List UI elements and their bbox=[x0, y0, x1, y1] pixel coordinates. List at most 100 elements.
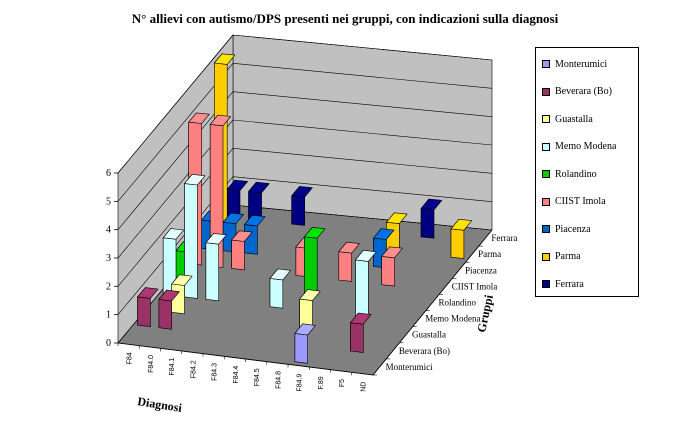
bar-top-face bbox=[231, 230, 253, 242]
bar-top-face bbox=[355, 250, 377, 262]
legend-item: Rolandino bbox=[542, 167, 597, 181]
legend-label: Guastalla bbox=[555, 113, 593, 125]
bar-top-face bbox=[450, 219, 473, 231]
bar-guastalla-f84-8 bbox=[299, 289, 321, 330]
gridline-back bbox=[232, 91, 493, 117]
legend-item: CIIST Imola bbox=[542, 195, 606, 209]
bar-front-face bbox=[381, 256, 395, 287]
y-tick-label: 4 bbox=[106, 225, 111, 236]
bar-front-face bbox=[205, 242, 219, 302]
gridline-back bbox=[232, 63, 493, 89]
bar-top-face bbox=[205, 233, 227, 245]
bar-front-face bbox=[291, 195, 306, 226]
gridline-back bbox=[232, 34, 493, 61]
bar-memo-modena-f84-1 bbox=[205, 233, 227, 302]
z-tick-label: Monterumici bbox=[386, 362, 433, 372]
bar-top-face bbox=[381, 246, 403, 259]
legend-label: Beverara (Bo) bbox=[555, 86, 612, 97]
gridline-back bbox=[232, 148, 493, 174]
legend-item: Beverara (Bo) bbox=[542, 85, 612, 99]
bar-top-face bbox=[304, 227, 326, 239]
bar-parma-nd bbox=[450, 219, 473, 259]
y-tick-label: 2 bbox=[106, 281, 111, 292]
legend-swatch bbox=[542, 170, 550, 178]
y-tick-label: 1 bbox=[106, 310, 111, 321]
x-tick-label: F84.5 bbox=[254, 368, 261, 386]
y-tick-label: 5 bbox=[106, 196, 111, 207]
bar-memo-modena-f84-0 bbox=[184, 174, 206, 299]
x-tick-label: F84.8 bbox=[275, 371, 282, 389]
y-tick-label: 0 bbox=[106, 338, 111, 349]
chart-bars bbox=[137, 53, 473, 364]
y-axis-ticks: 0 1 2 3 4 5 6 bbox=[106, 168, 118, 349]
legend-swatch bbox=[542, 142, 550, 151]
chart-legend: Monterumici Beverara (Bo) Guastalla Memo Mo… bbox=[535, 47, 639, 297]
bar-top-face bbox=[294, 323, 316, 336]
bar-ferrara-f84-0 bbox=[248, 181, 270, 222]
bar-top-face bbox=[299, 289, 321, 301]
legend-label: Parma bbox=[555, 251, 581, 262]
legend-item: Parma bbox=[542, 250, 581, 264]
z-tick-label: Rolandino bbox=[439, 298, 477, 308]
z-axis-line bbox=[372, 229, 493, 376]
x-tick-label: F84.0 bbox=[148, 355, 155, 373]
legend-label: CIIST Imola bbox=[555, 196, 606, 207]
bar-front-face bbox=[137, 296, 151, 328]
bar-front-face bbox=[355, 259, 369, 319]
x-tick-label: F84.3 bbox=[212, 363, 219, 381]
bar-front-face bbox=[294, 333, 308, 364]
z-tick-label: Piacenza bbox=[465, 265, 497, 275]
z-tick-label: Guastalla bbox=[412, 330, 446, 340]
bar-ciist-imola-f-89 bbox=[381, 246, 403, 287]
gridline-back bbox=[232, 176, 493, 202]
bar-top-face bbox=[222, 212, 244, 224]
bar-memo-modena-f84-4 bbox=[269, 268, 291, 309]
bar-top-face bbox=[209, 114, 231, 127]
legend-label: Piacenza bbox=[555, 223, 591, 235]
bar-beverara-bo--f84 bbox=[137, 287, 159, 328]
bar-top-face bbox=[373, 228, 395, 240]
gridline-side bbox=[117, 34, 234, 174]
x-tick-label: F.89 bbox=[318, 376, 325, 389]
y-tick-label: 6 bbox=[106, 168, 111, 179]
legend-item: Guastalla bbox=[542, 112, 593, 126]
legend-swatch bbox=[542, 280, 550, 288]
y-tick-label: 3 bbox=[106, 253, 111, 264]
x-axis-ticks: F84 F84.0 F84.1 F84.2 F84.3 F84.4 F84.5 F84.8 F8… bbox=[117, 342, 374, 392]
x-tick-label: F84.1 bbox=[169, 358, 176, 376]
bar-top-face bbox=[420, 198, 443, 211]
z-tick-label: Parma bbox=[478, 249, 501, 259]
bar-top-face bbox=[158, 289, 180, 302]
bar-ferrara-f84-2 bbox=[291, 186, 313, 226]
bar-top-face bbox=[184, 174, 206, 186]
bar-top-face bbox=[386, 212, 408, 224]
x-tick-label: F84 bbox=[127, 352, 134, 364]
bar-ferrara-f-89 bbox=[420, 198, 443, 239]
z-tick-label: Ferrara bbox=[491, 233, 517, 243]
bar-top-face bbox=[291, 186, 313, 198]
bar-front-face bbox=[269, 278, 284, 309]
x-tick-label: F84.9 bbox=[297, 374, 304, 392]
bar-front-face bbox=[450, 228, 465, 259]
x-tick-label: F84.4 bbox=[233, 366, 240, 384]
bar-memo-modena-f84 bbox=[162, 228, 184, 297]
bar-memo-modena-f-89 bbox=[355, 250, 377, 319]
bar-ferrara-f84 bbox=[226, 179, 248, 220]
bar-beverara-bo--f84-0 bbox=[158, 289, 180, 330]
bar-top-face bbox=[137, 287, 159, 299]
bar-top-face bbox=[269, 268, 291, 281]
z-tick-label: Memo Modena bbox=[425, 314, 480, 324]
legend-label: Rolandino bbox=[555, 168, 597, 180]
bar-front-face bbox=[304, 236, 318, 296]
bar-top-face bbox=[244, 215, 266, 227]
x-tick-label: F5 bbox=[339, 379, 346, 387]
legend-swatch bbox=[542, 252, 550, 261]
legend-swatch bbox=[542, 197, 550, 206]
z-axis-ticks: Monterumici Beverara (Bo) Guastalla Memo Mo… bbox=[372, 229, 517, 376]
bar-front-face bbox=[350, 322, 364, 353]
gridline-back bbox=[232, 119, 493, 146]
gridline-side bbox=[117, 63, 234, 202]
bar-front-face bbox=[338, 251, 353, 282]
z-axis-label: Gruppi bbox=[474, 293, 496, 334]
